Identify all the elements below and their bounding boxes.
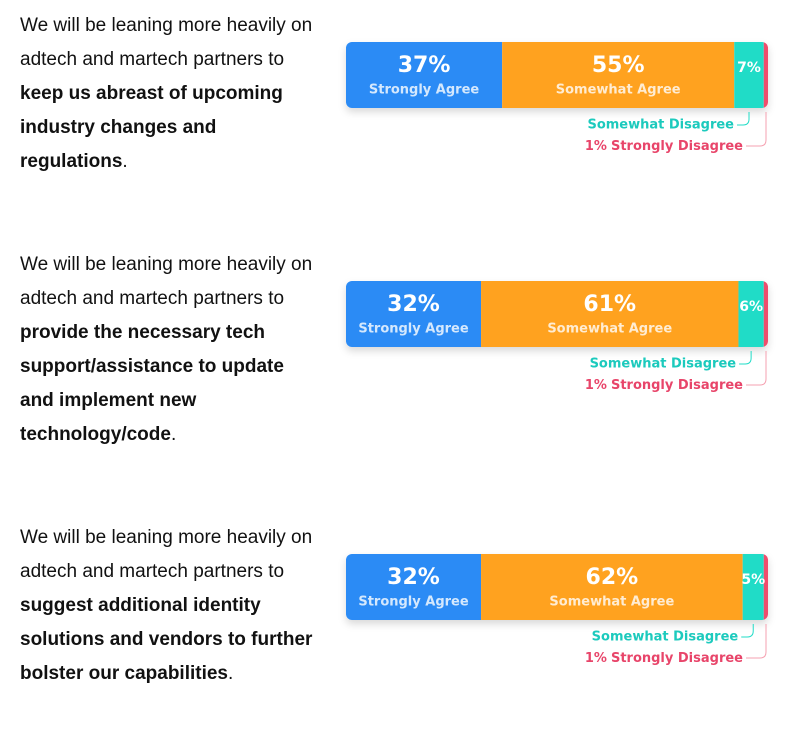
statement-part: We will be leaning more heavily on adtec… [20,254,313,309]
callout-name: Strongly Disagree [611,378,743,393]
bar [346,42,768,108]
connector [739,351,752,365]
bar-segment [481,554,743,620]
segment-value: 7% [737,60,761,76]
bar [346,281,768,347]
connector [741,624,754,638]
segment-value: 6% [739,299,763,315]
callout-value: 1% [585,651,607,666]
segment-name: Strongly Agree [369,83,480,98]
segment-value: 32% [387,565,440,590]
callout-label: Somewhat Disagree [592,630,739,645]
bar-segment [346,42,503,108]
segment-value: 55% [592,53,645,78]
statement-part: We will be leaning more heavily on adtec… [20,15,313,70]
bar-segment [734,42,764,108]
statement-part: suggest additional identity solutions an… [20,595,313,684]
statement-part: . [170,424,177,445]
segment-value: 5% [741,572,765,588]
statement: We will be leaning more heavily on adtec… [20,248,320,452]
segment-name: Somewhat Agree [549,595,674,610]
bar-segment [738,281,764,347]
segment-name: Strongly Agree [358,322,469,337]
bar [346,554,768,620]
callout-label: 1% Strongly Disagree [585,139,743,154]
callout-name: Strongly Disagree [611,651,743,666]
callout-label: Somewhat Disagree [587,118,734,133]
bar-segment [502,42,735,108]
segment-name: Somewhat Agree [556,83,681,98]
statement: We will be leaning more heavily on adtec… [20,521,320,691]
bar-segment [346,554,482,620]
statement-part: We will be leaning more heavily on adtec… [20,527,313,582]
bar-segment [742,554,764,620]
bar-segment [763,554,768,620]
bar-segment [346,281,482,347]
callout-name: Strongly Disagree [611,139,743,154]
segment-value: 32% [387,292,440,317]
connector [737,112,750,126]
connector [746,112,767,147]
callout-label: 1% Strongly Disagree [585,378,743,393]
connector [746,624,767,659]
bar-segment [481,281,739,347]
statement-part: . [228,663,234,684]
statement-part: provide the necessary tech support/assis… [20,322,284,445]
connector [746,351,767,386]
statement: We will be leaning more heavily on adtec… [20,9,320,179]
segment-value: 37% [398,53,451,78]
segment-name: Somewhat Agree [547,322,672,337]
bar-segment [763,42,768,108]
statement-part: . [122,151,128,172]
callout-label: 1% Strongly Disagree [585,651,743,666]
segment-value: 62% [586,565,639,590]
callout-value: 1% [585,139,607,154]
statement-part: keep us abreast of upcoming industry cha… [20,83,283,172]
callout-value: 1% [585,378,607,393]
callout-label: Somewhat Disagree [590,357,737,372]
bar-segment [763,281,768,347]
segment-name: Strongly Agree [358,595,469,610]
segment-value: 61% [583,292,636,317]
